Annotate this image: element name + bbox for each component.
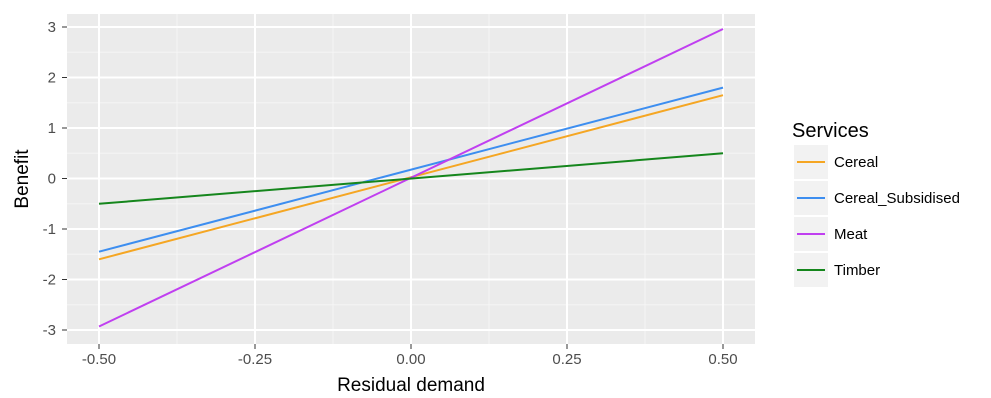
y-tick-label: 1 bbox=[48, 120, 56, 137]
legend-item-meat: Meat bbox=[794, 217, 868, 251]
y-tick-label: 0 bbox=[48, 171, 56, 188]
series-lines bbox=[98, 28, 724, 328]
y-tick-label: -3 bbox=[43, 322, 56, 339]
y-tick-label: -1 bbox=[43, 221, 56, 238]
legend-item-cereal: Cereal bbox=[794, 145, 878, 179]
x-axis-title: Residual demand bbox=[337, 375, 485, 396]
x-tick-label: 0.00 bbox=[396, 351, 425, 368]
legend-label: Timber bbox=[834, 262, 880, 279]
x-tick-label: -0.50 bbox=[82, 351, 116, 368]
legend-item-timber: Timber bbox=[794, 253, 880, 287]
series-line-cereal-subsidised bbox=[98, 86, 724, 253]
x-axis-ticks: -0.50 -0.25 0.00 0.25 0.50 bbox=[82, 344, 738, 368]
y-tick-label: -2 bbox=[43, 272, 56, 289]
x-tick-label: 0.50 bbox=[708, 351, 737, 368]
legend-title: Services bbox=[792, 120, 869, 142]
series-line-timber bbox=[98, 152, 724, 205]
legend-item-cereal-subsidised: Cereal_Subsidised bbox=[794, 181, 960, 215]
legend-label: Cereal_Subsidised bbox=[834, 190, 960, 207]
y-tick-label: 3 bbox=[48, 19, 56, 36]
legend-label: Meat bbox=[834, 226, 868, 243]
x-tick-label: -0.25 bbox=[238, 351, 272, 368]
y-axis-ticks: -3 -2 -1 0 1 2 3 bbox=[43, 19, 67, 339]
y-axis-title: Benefit bbox=[12, 149, 33, 209]
x-tick-label: 0.25 bbox=[552, 351, 581, 368]
legend: Services Cereal Cereal_Subsidised Meat Timb… bbox=[792, 120, 960, 287]
legend-label: Cereal bbox=[834, 154, 878, 171]
y-tick-label: 2 bbox=[48, 70, 56, 87]
